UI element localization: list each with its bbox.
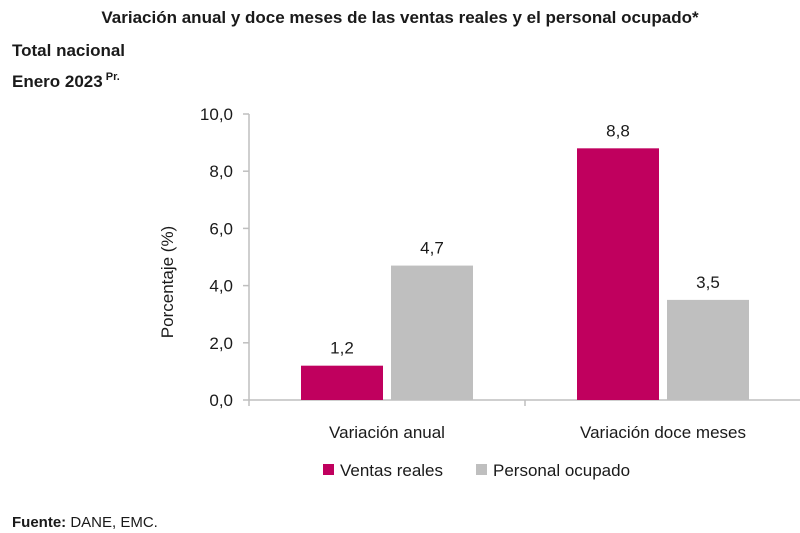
bar-ventas-reales [301, 365, 383, 400]
x-category-label: Variación doce meses [580, 423, 746, 442]
y-tick-label: 8,0 [209, 162, 233, 181]
legend-personal-ocupado-label: Personal ocupado [493, 461, 630, 480]
legend-ventas-reales-swatch [323, 464, 334, 475]
y-tick-label: 6,0 [209, 219, 233, 238]
y-tick-label: 10,0 [200, 105, 233, 124]
bar-value-label: 3,5 [696, 273, 720, 292]
bar-value-label: 4,7 [420, 239, 444, 258]
bar-value-label: 8,8 [606, 121, 630, 140]
chart-subtitle: Total nacional Enero 2023 Pr. [12, 38, 125, 95]
subtitle-period-text: Enero 2023 [12, 72, 103, 91]
x-category-label: Variación anual [329, 423, 445, 442]
y-tick-label: 4,0 [209, 277, 233, 296]
y-tick-label: 0,0 [209, 391, 233, 410]
source-note: Fuente: DANE, EMC. [12, 514, 158, 531]
source-label: Fuente: [12, 514, 67, 531]
bar-personal-ocupado [667, 299, 749, 400]
legend-ventas-reales-label: Ventas reales [340, 461, 443, 480]
legend-personal-ocupado-swatch [476, 464, 487, 475]
subtitle-scope: Total nacional [12, 41, 126, 60]
preliminary-mark: Pr. [105, 71, 120, 83]
subtitle-period: Enero 2023 Pr. [12, 64, 125, 95]
bar-personal-ocupado [391, 265, 473, 400]
bar-value-label: 1,2 [330, 339, 354, 358]
y-axis-title: Porcentaje (%) [158, 226, 177, 338]
chart-title: Variación anual y doce meses de las vent… [101, 8, 699, 27]
y-tick-label: 2,0 [209, 334, 233, 353]
source-text: DANE, EMC. [66, 514, 158, 531]
bar-ventas-reales [577, 148, 659, 400]
